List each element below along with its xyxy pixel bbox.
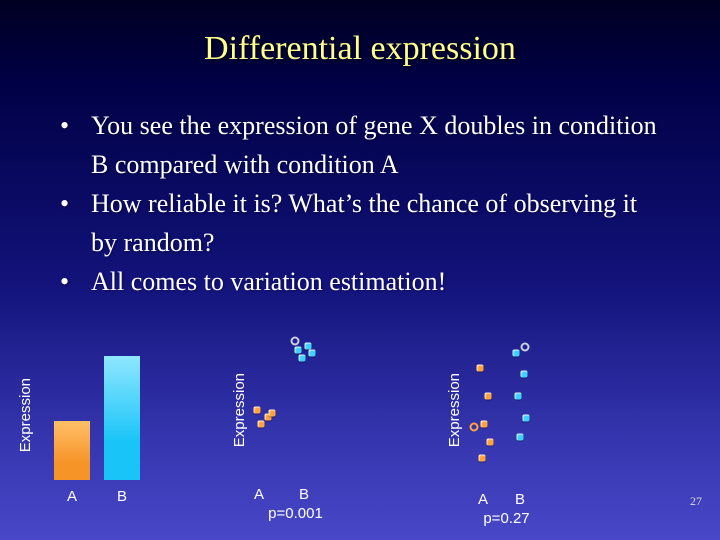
scatter-point-outlier: [290, 336, 299, 346]
category-label-a: A: [66, 488, 77, 505]
scatter-chart-nonsignificant: Expression A B p=0.27: [443, 340, 613, 540]
category-label-a: A: [254, 486, 265, 503]
bar-condition-b: [104, 356, 140, 480]
scatter-chart-significant: Expression A B p=0.001: [228, 336, 398, 540]
scatter-point-b: [512, 349, 520, 357]
scatter-point-b: [298, 354, 306, 362]
scatter-point-b: [308, 349, 315, 357]
scatter-point-a: [486, 438, 494, 446]
page-number: 27: [690, 494, 702, 508]
bullet-item-3: All comes to variation estimation!: [58, 262, 658, 301]
bar-chart: Expression A B: [14, 340, 194, 540]
bar-chart-plot: [48, 350, 158, 480]
category-label-a: A: [478, 491, 489, 508]
scatter-point-a: [480, 420, 488, 428]
p-value-label: p=0.001: [268, 505, 323, 522]
category-label-b: B: [116, 488, 127, 505]
bullet-list: You see the expression of gene X doubles…: [58, 106, 658, 301]
bar-condition-a: [54, 421, 90, 480]
y-axis-label: Expression: [14, 350, 36, 480]
scatter-point-a: [476, 364, 484, 372]
scatter-point-outlier-a: [469, 422, 479, 432]
scatter-point-a: [484, 392, 492, 400]
scatter-point-a: [264, 413, 272, 421]
category-label-b: B: [515, 491, 526, 508]
scatter-point-a: [268, 409, 276, 417]
p-value-label: p=0.27: [483, 510, 530, 527]
scatter-point-b: [294, 346, 302, 354]
scatter-point-b: [520, 370, 528, 378]
scatter-point-b: [304, 342, 312, 350]
scatter-plot-nonsignificant: [469, 340, 556, 480]
bullet-item-2: How reliable it is? What’s the chance of…: [58, 184, 658, 262]
scatter-point-outlier: [520, 342, 530, 352]
category-label-b: B: [299, 486, 310, 503]
scatter-point-b: [516, 433, 524, 441]
scatter-plot-significant: [252, 336, 337, 480]
y-axis-label-text: Expression: [230, 372, 248, 448]
y-axis-label: Expression: [443, 340, 465, 480]
scatter-point-b: [514, 392, 522, 400]
scatter-point-b: [522, 414, 530, 422]
y-axis-label-text: Expression: [16, 377, 34, 453]
scatter-point-a: [253, 406, 261, 414]
slide-title: Differential expression: [204, 30, 516, 67]
scatter-point-a: [257, 420, 265, 428]
y-axis-label-text: Expression: [445, 372, 463, 448]
bullet-item-1: You see the expression of gene X doubles…: [58, 106, 658, 184]
y-axis-label: Expression: [228, 340, 250, 480]
scatter-point-a: [478, 454, 486, 462]
